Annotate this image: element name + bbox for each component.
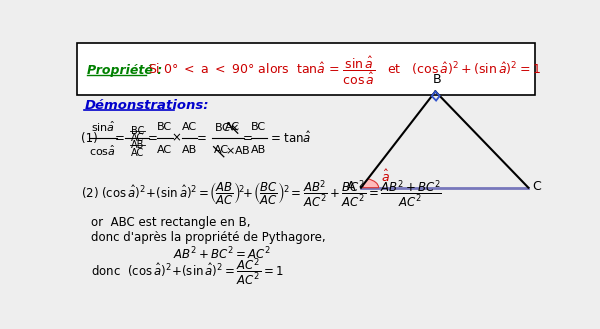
Text: BC$\times$: BC$\times$ [214,121,239,133]
Text: Démonstrations:: Démonstrations: [84,99,209,112]
Text: AC: AC [157,145,172,155]
Text: Propriété :: Propriété : [86,64,162,77]
Text: $\times$: $\times$ [171,132,181,145]
Text: (2) $\left(\cos\hat{a}\right)^2\!+\!\left(\sin\hat{a}\right)^2=\!\left(\dfrac{AB: (2) $\left(\cos\hat{a}\right)^2\!+\!\lef… [80,178,442,210]
Text: AB: AB [131,140,144,150]
Text: $AB^2+BC^2=AC^2$: $AB^2+BC^2=AC^2$ [173,245,271,262]
Text: AB: AB [182,145,197,155]
Text: AC: AC [214,145,229,155]
Text: =: = [115,132,125,145]
Text: AC: AC [131,148,144,158]
Text: AB: AB [251,145,266,155]
Text: =: = [148,132,158,145]
Text: BC: BC [251,122,266,132]
Text: Si 0° $<$ a $<$ 90° alors  tan$\hat{a}$ = $\dfrac{\sin\hat{a}}{\cos\hat{a}}$   e: Si 0° $<$ a $<$ 90° alors tan$\hat{a}$ =… [148,55,541,87]
Wedge shape [361,179,379,188]
Text: =: = [242,132,253,145]
Text: AC: AC [182,122,197,132]
Text: BC: BC [157,122,172,132]
Text: A: A [346,180,355,193]
Text: = tan$\hat{a}$: = tan$\hat{a}$ [270,130,311,146]
Text: AC: AC [131,133,144,143]
FancyBboxPatch shape [77,43,535,95]
Text: =: = [197,132,206,145]
Text: donc  $\left(\cos\hat{a}\right)^2\!+\!\left(\sin\hat{a}\right)^2=\dfrac{AC^2}{AC: donc $\left(\cos\hat{a}\right)^2\!+\!\le… [91,256,284,288]
Text: BC: BC [131,126,144,136]
Text: C: C [532,180,541,193]
Text: $\times$AB: $\times$AB [225,144,251,156]
Text: donc d'après la propriété de Pythagore,: donc d'après la propriété de Pythagore, [91,231,326,243]
Text: cos$\hat{a}$: cos$\hat{a}$ [89,143,116,158]
Text: AC: AC [224,122,240,132]
Text: or  ABC est rectangle en B,: or ABC est rectangle en B, [91,216,251,229]
Text: sin$\hat{a}$: sin$\hat{a}$ [91,120,115,134]
Text: (1): (1) [80,132,97,145]
Text: $\hat{a}$: $\hat{a}$ [381,169,389,185]
Text: B: B [433,73,441,86]
